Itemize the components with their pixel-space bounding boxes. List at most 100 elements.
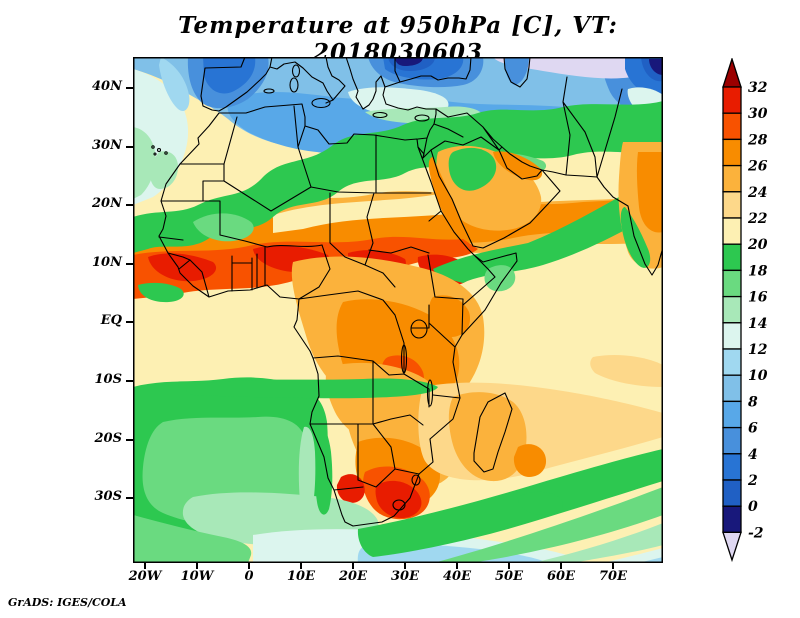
canary-island <box>153 152 157 156</box>
europe-coastline <box>200 57 472 140</box>
lat-tick <box>126 263 133 265</box>
colorbar-label: 12 <box>748 342 768 358</box>
lon-tick <box>300 563 302 569</box>
temp-region <box>428 157 463 234</box>
lon-label: 50E <box>495 569 523 584</box>
colorbar-arrow-top <box>722 58 742 88</box>
colorbar-box <box>722 295 742 324</box>
lat-label: 40N <box>92 79 122 94</box>
lon-tick <box>196 563 198 569</box>
colorbar-box <box>722 164 742 193</box>
lon-label: 40E <box>443 569 471 584</box>
lon-tick <box>404 563 406 569</box>
cyprus-island <box>414 114 430 122</box>
lake-victoria <box>410 319 428 339</box>
temp-region <box>620 207 651 268</box>
temp-region <box>493 57 649 79</box>
colorbar-box <box>722 191 742 219</box>
lat-tick <box>126 87 133 89</box>
lon-tick <box>352 563 354 569</box>
country-borders <box>158 76 623 491</box>
temp-region <box>357 449 663 557</box>
lat-tick <box>126 497 133 499</box>
corsica-island <box>291 64 301 78</box>
lon-tick <box>560 563 562 569</box>
temp-region <box>493 151 543 181</box>
temp-region <box>375 480 422 519</box>
temp-region <box>504 57 529 85</box>
temp-region <box>395 57 423 66</box>
colorbar-label: 14 <box>748 316 767 332</box>
grads-credit: GrADS: IGES/COLA <box>8 596 127 609</box>
colorbar-box <box>722 217 742 245</box>
colorbar-box <box>722 374 742 403</box>
temp-region <box>148 253 217 282</box>
lat-tick <box>126 321 133 323</box>
plot-title: Temperature at 950hPa [C], VT: 201803060… <box>178 12 618 66</box>
temp-region <box>298 426 316 519</box>
colorbar-box <box>722 479 742 507</box>
swaziland-border <box>411 474 421 486</box>
temp-region <box>590 354 663 387</box>
colorbar-box <box>722 322 742 350</box>
temp-region <box>193 213 254 242</box>
coastlines-and-borders <box>151 57 663 527</box>
colorbar-box <box>722 453 742 481</box>
lat-label: 30S <box>94 489 122 504</box>
temp-region <box>636 152 663 233</box>
colorbar-label: 18 <box>748 263 768 279</box>
colorbar-label: 32 <box>748 80 768 96</box>
colorbar-label: 24 <box>747 185 767 201</box>
lon-label: 10W <box>180 569 214 584</box>
colorbar-box <box>722 243 742 272</box>
lat-tick <box>126 380 133 382</box>
temp-region <box>448 147 497 191</box>
lat-tick <box>126 439 133 441</box>
colorbar-box <box>722 505 742 534</box>
lon-label: 70E <box>599 569 627 584</box>
africa-coastline <box>158 103 518 527</box>
colorbar-label: 2 <box>747 473 758 489</box>
colorbar-label: 20 <box>747 237 768 253</box>
colorbar-label: 4 <box>748 447 758 463</box>
colorbar-label: 16 <box>748 290 768 306</box>
colorbar: 32 30 28 26 24 22 20 18 16 14 12 10 8 6 … <box>722 58 768 563</box>
temp-region <box>133 101 663 253</box>
colorbar-box <box>722 400 742 429</box>
lake-malawi <box>426 379 434 407</box>
temperature-field <box>133 57 663 563</box>
colorbar-label: -2 <box>748 525 764 541</box>
temp-region <box>433 487 663 563</box>
temp-region <box>484 265 516 292</box>
colorbar-label: 0 <box>748 499 758 515</box>
colorbar-box <box>722 269 742 298</box>
temp-region <box>603 548 663 563</box>
lat-label: 30N <box>92 138 122 153</box>
temp-region <box>133 127 156 199</box>
lon-label: 60E <box>547 569 575 584</box>
lat-label: EQ <box>100 313 122 328</box>
lon-tick <box>456 563 458 569</box>
canary-island <box>151 145 155 149</box>
canary-island <box>156 147 162 153</box>
temp-region <box>133 515 252 563</box>
map-frame <box>133 57 663 563</box>
lat-label: 10N <box>92 255 122 270</box>
temp-region <box>429 295 471 337</box>
colorbar-box <box>722 112 742 141</box>
temp-region <box>203 57 256 94</box>
lat-tick <box>126 146 133 148</box>
lon-label: 0 <box>244 569 254 584</box>
canary-island <box>164 151 168 155</box>
sardinia-island <box>289 77 299 93</box>
temp-region <box>513 444 547 477</box>
temp-region <box>649 59 663 75</box>
temp-region <box>314 425 333 515</box>
colorbar-box <box>722 348 742 376</box>
temp-region <box>186 378 438 399</box>
colorbar-label: 30 <box>748 106 768 122</box>
colorbar-arrow-bottom <box>722 531 742 563</box>
colorbar-box <box>722 138 742 167</box>
lon-tick <box>612 563 614 569</box>
